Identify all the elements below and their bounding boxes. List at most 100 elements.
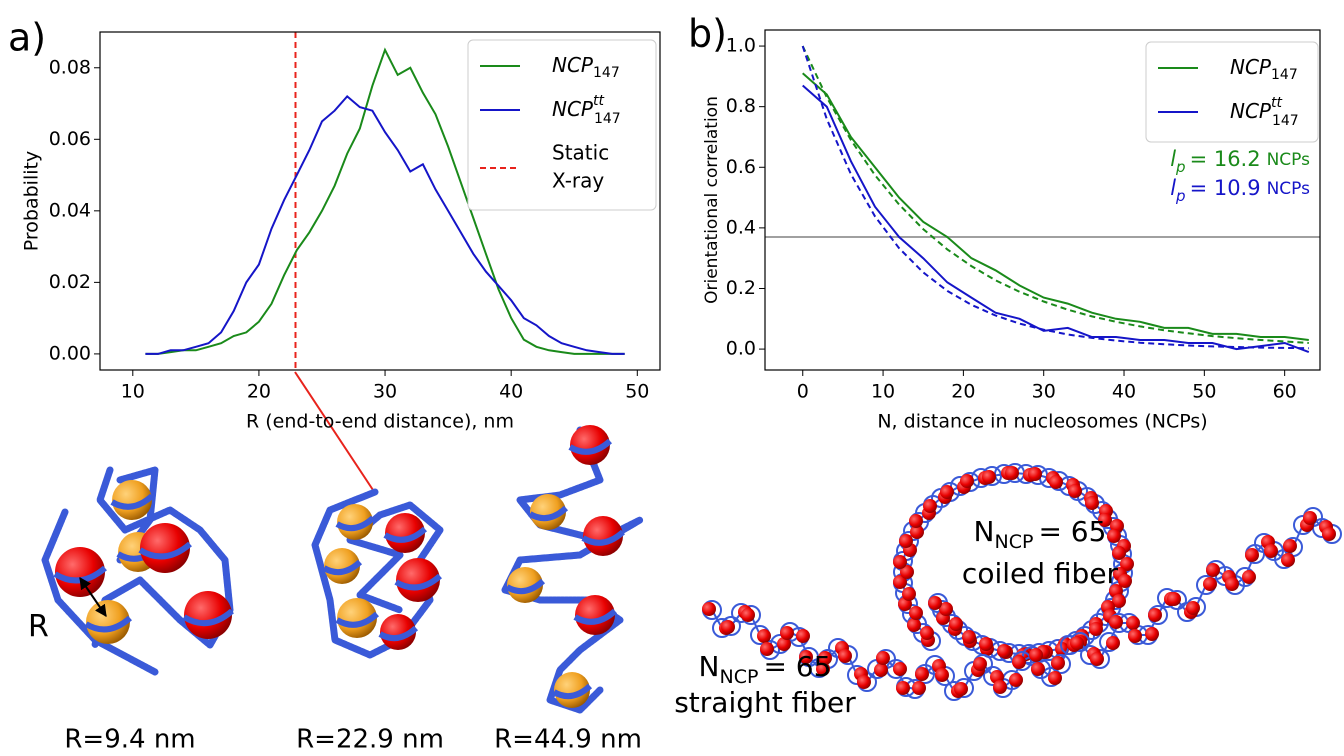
histone-red [570, 425, 610, 465]
fiber-histone [838, 649, 852, 663]
y-tick-label: 0.08 [49, 56, 91, 78]
fiber-histone [928, 596, 942, 610]
annotation-unit: NCPs [1267, 150, 1311, 170]
series-line [802, 84, 1310, 354]
y-axis-label: Probability [21, 151, 43, 251]
x-tick-label: 50 [625, 381, 649, 403]
fiber-histone [899, 534, 913, 548]
connector [294, 371, 374, 491]
fiber-histone [1012, 655, 1026, 669]
y-tick-label: 0.04 [49, 199, 91, 221]
x-tick-label: 10 [871, 381, 895, 403]
fiber-histone [912, 681, 926, 695]
fiber-histone [816, 662, 830, 676]
annotation: lp = 10.9 NCPs [1170, 176, 1310, 205]
axes-frame [764, 29, 1321, 371]
fiber-histone [1303, 511, 1317, 525]
caption: R=44.9 nm [494, 725, 642, 755]
fiber-histone [721, 620, 735, 634]
x-axis-label: R (end-to-end distance), nm [246, 411, 514, 433]
fiber-subscript: NCP [720, 666, 759, 688]
dna-wrap [335, 611, 380, 628]
fiber-histone [1028, 467, 1042, 481]
distance-label: R [28, 610, 49, 645]
annotation-text: = 16.2 [1190, 147, 1261, 171]
fiber-histone [1106, 636, 1120, 650]
annotation-symbol: l [1170, 176, 1176, 200]
legend-subscript: 147 [1271, 67, 1298, 83]
fiber-histone [993, 680, 1007, 694]
fiber-histone [874, 663, 888, 677]
fiber-histone [1005, 466, 1019, 480]
fiber-histone [910, 525, 924, 539]
axes-frame [99, 31, 661, 371]
y-tick-label: 0.6 [726, 156, 756, 178]
fiber-histone [960, 474, 974, 488]
y-tick-label: 0.00 [49, 342, 91, 364]
x-tick-label: 10 [121, 381, 145, 403]
fiber-histone [902, 587, 916, 601]
fiber-histone [1085, 496, 1099, 510]
histone-orange [337, 598, 377, 638]
dna-wrap [568, 438, 613, 455]
dna-wrap [505, 578, 546, 595]
fiber-histone [1098, 513, 1112, 527]
fiber-histone [949, 617, 963, 631]
series-line [802, 72, 1309, 341]
histone-red [396, 558, 440, 602]
fiber-histone [1048, 671, 1062, 685]
dna-wrap [394, 573, 442, 591]
fiber-histone [893, 662, 907, 676]
dna-wrap [138, 541, 192, 560]
fiber-count: NNCP = 65 [699, 650, 832, 688]
y-tick-label: 1.0 [726, 35, 756, 57]
caption: R=9.4 nm [64, 725, 195, 755]
fiber-histone [923, 499, 937, 513]
fiber-histone [876, 651, 890, 665]
fiber-histone [893, 555, 907, 569]
x-tick-label: 50 [1192, 381, 1216, 403]
fiber-histone [1009, 673, 1023, 687]
legend-name: NCP [1230, 99, 1272, 123]
legend-subscript: 147 [1272, 113, 1299, 129]
chart: 10 20 30 40 50 0.00 0.02 0.04 0.06 0.08 R (end-to-… [21, 31, 661, 433]
series-line [145, 95, 625, 355]
fiber-histone [1090, 652, 1104, 666]
fiber-histone [1167, 592, 1181, 606]
fiber-histone [920, 626, 934, 640]
fiber-histone [780, 626, 794, 640]
chart: 0 10 20 30 40 50 60 0.0 0.2 0.4 0.6 0.8 1.0 N, distan… [702, 29, 1321, 433]
x-tick-label: 40 [499, 381, 523, 403]
dna-wrap [110, 493, 155, 510]
y-tick-label: 0.0 [726, 338, 756, 360]
distance-arrow [79, 577, 107, 617]
histone-orange [530, 494, 566, 530]
dna-wrap [378, 625, 419, 642]
fiber-histone [741, 608, 755, 622]
legend-label: NCPtt 147 [1230, 95, 1299, 129]
legend-superscript: tt [593, 93, 604, 109]
histone-red [380, 614, 416, 650]
fiber-histone [907, 618, 921, 632]
fiber-histone [1049, 475, 1063, 489]
fiber-histone [935, 668, 949, 682]
fiber-histone [997, 644, 1011, 658]
fiber-histone [1112, 594, 1126, 608]
fiber-subscript: NCP [995, 531, 1034, 553]
dna-wrap [84, 615, 132, 633]
fiber-histone [796, 629, 810, 643]
fiber-symbol: N [974, 515, 995, 548]
x-tick-label: 40 [1112, 381, 1136, 403]
fiber-histone [1128, 629, 1142, 643]
fiber-histone [777, 637, 791, 651]
y-axis-label: Orientational correlation [702, 96, 722, 304]
fiber-histone [760, 642, 774, 656]
legend-superscript: tt [1271, 95, 1282, 111]
legend-label: Static [552, 141, 609, 165]
dna-strand [41, 508, 159, 676]
fiber-histone [979, 637, 993, 651]
annotation-unit: NCPs [1267, 179, 1311, 199]
fiber-histone [799, 650, 813, 664]
histone-red [385, 513, 425, 553]
